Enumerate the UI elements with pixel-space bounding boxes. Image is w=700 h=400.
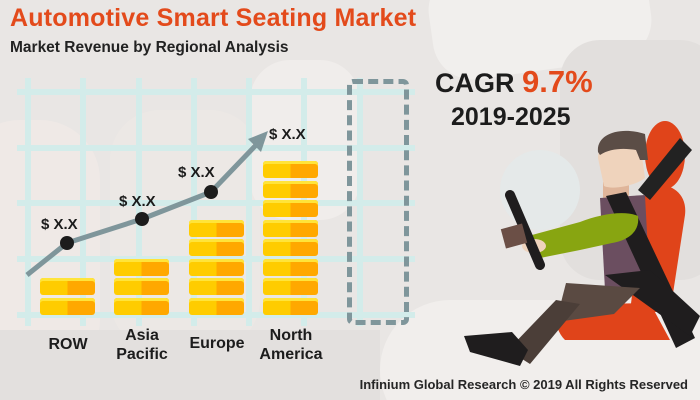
data-point-row (60, 236, 74, 250)
data-point-asia-pacific (135, 212, 149, 226)
value-label-asia-pacific: $ X.X (119, 193, 156, 210)
value-label-north-america: $ X.X (269, 126, 306, 143)
cagr-block: CAGR 9.7% (435, 64, 593, 100)
category-label-row: ROW (48, 336, 88, 353)
data-point-europe (204, 185, 218, 199)
category-label-europe: Europe (189, 335, 245, 352)
chart-title: Automotive Smart Seating Market (10, 4, 417, 32)
copyright-footer: Infinium Global Research © 2019 All Righ… (359, 377, 688, 392)
cagr-period: 2019-2025 (451, 103, 571, 131)
cagr-label: CAGR (435, 68, 515, 98)
cagr-value: 9.7% (522, 64, 593, 99)
value-label-europe: $ X.X (178, 164, 215, 181)
value-label-row: $ X.X (41, 216, 78, 233)
chart-subtitle: Market Revenue by Regional Analysis (10, 39, 289, 56)
category-label-asia-pacific: Asia Pacific (116, 327, 168, 363)
category-label-north-america: North America (259, 327, 323, 363)
placeholder-column-box (347, 79, 409, 325)
